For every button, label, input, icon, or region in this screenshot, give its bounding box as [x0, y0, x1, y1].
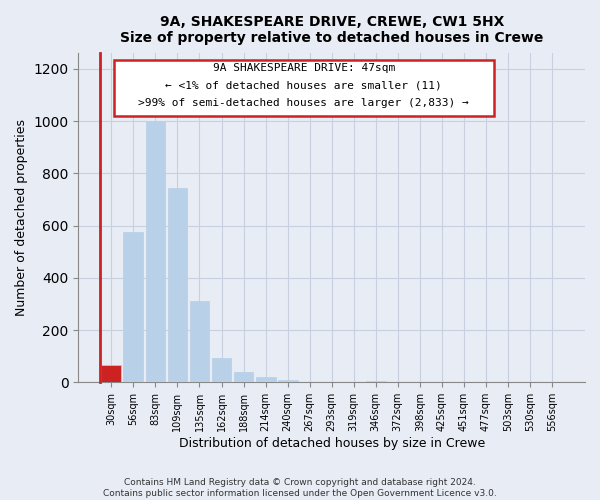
Bar — [167, 188, 187, 382]
Bar — [233, 372, 253, 382]
Text: Contains HM Land Registry data © Crown copyright and database right 2024.
Contai: Contains HM Land Registry data © Crown c… — [103, 478, 497, 498]
Text: 9A SHAKESPEARE DRIVE: 47sqm: 9A SHAKESPEARE DRIVE: 47sqm — [213, 63, 395, 73]
Text: >99% of semi-detached houses are larger (2,833) →: >99% of semi-detached houses are larger … — [139, 98, 469, 108]
Bar — [124, 232, 143, 382]
Bar — [190, 302, 209, 382]
Text: ← <1% of detached houses are smaller (11): ← <1% of detached houses are smaller (11… — [166, 80, 442, 90]
X-axis label: Distribution of detached houses by size in Crewe: Distribution of detached houses by size … — [179, 437, 485, 450]
Bar — [256, 377, 275, 382]
Title: 9A, SHAKESPEARE DRIVE, CREWE, CW1 5HX
Size of property relative to detached hous: 9A, SHAKESPEARE DRIVE, CREWE, CW1 5HX Si… — [120, 15, 544, 45]
Y-axis label: Number of detached properties: Number of detached properties — [15, 120, 28, 316]
Bar — [101, 366, 121, 382]
Bar — [146, 121, 166, 382]
FancyBboxPatch shape — [114, 60, 494, 116]
Bar — [212, 358, 232, 382]
Bar — [278, 380, 298, 382]
Bar — [366, 381, 386, 382]
